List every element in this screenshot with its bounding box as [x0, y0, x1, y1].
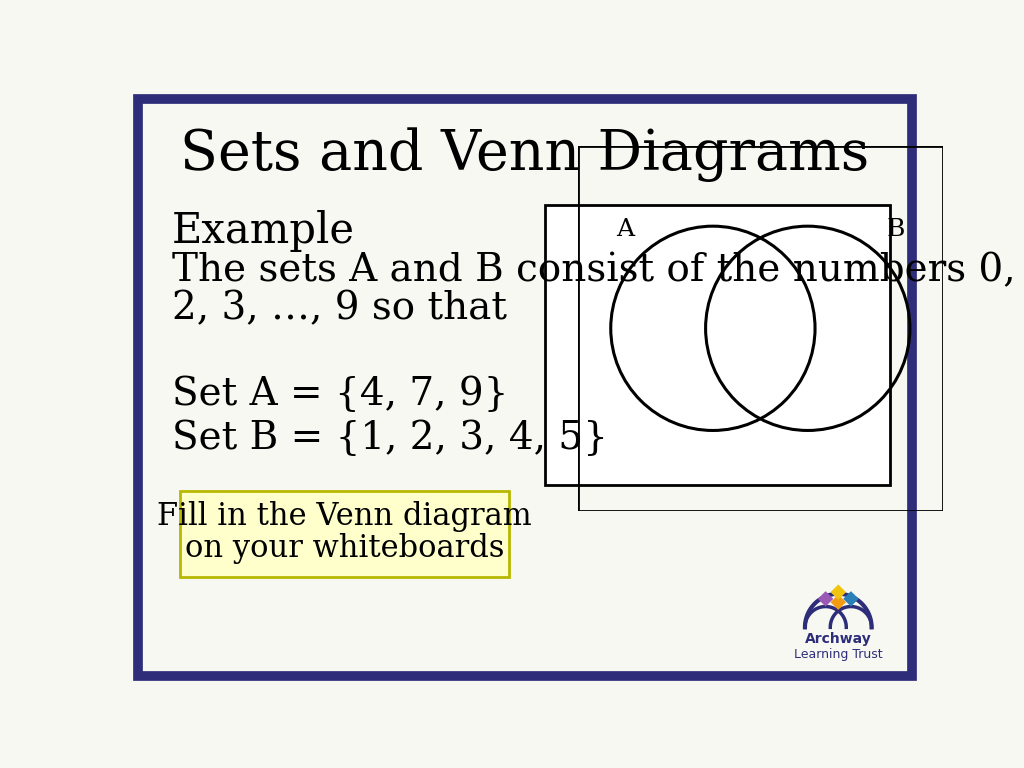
Text: The sets A and B consist of the numbers 0, 1,: The sets A and B consist of the numbers … — [172, 252, 1024, 289]
Text: 2, 3, …, 9 so that: 2, 3, …, 9 so that — [172, 290, 507, 327]
Text: on your whiteboards: on your whiteboards — [184, 534, 504, 564]
FancyBboxPatch shape — [179, 492, 509, 577]
Text: Example: Example — [172, 210, 354, 253]
Text: Fill in the Venn diagram: Fill in the Venn diagram — [157, 501, 531, 532]
Bar — [545, 204, 890, 485]
Text: Set A = {4, 7, 9}: Set A = {4, 7, 9} — [172, 376, 508, 413]
Text: Set B = {1, 2, 3, 4, 5}: Set B = {1, 2, 3, 4, 5} — [172, 420, 607, 458]
Polygon shape — [830, 594, 846, 610]
Text: Learning Trust: Learning Trust — [794, 648, 883, 661]
Text: Archway: Archway — [805, 632, 871, 646]
Text: A: A — [616, 218, 635, 241]
Polygon shape — [830, 584, 846, 600]
Polygon shape — [843, 591, 859, 607]
Polygon shape — [818, 591, 834, 607]
Text: Sets and Venn Diagrams: Sets and Venn Diagrams — [180, 127, 869, 182]
Text: B: B — [886, 218, 904, 241]
